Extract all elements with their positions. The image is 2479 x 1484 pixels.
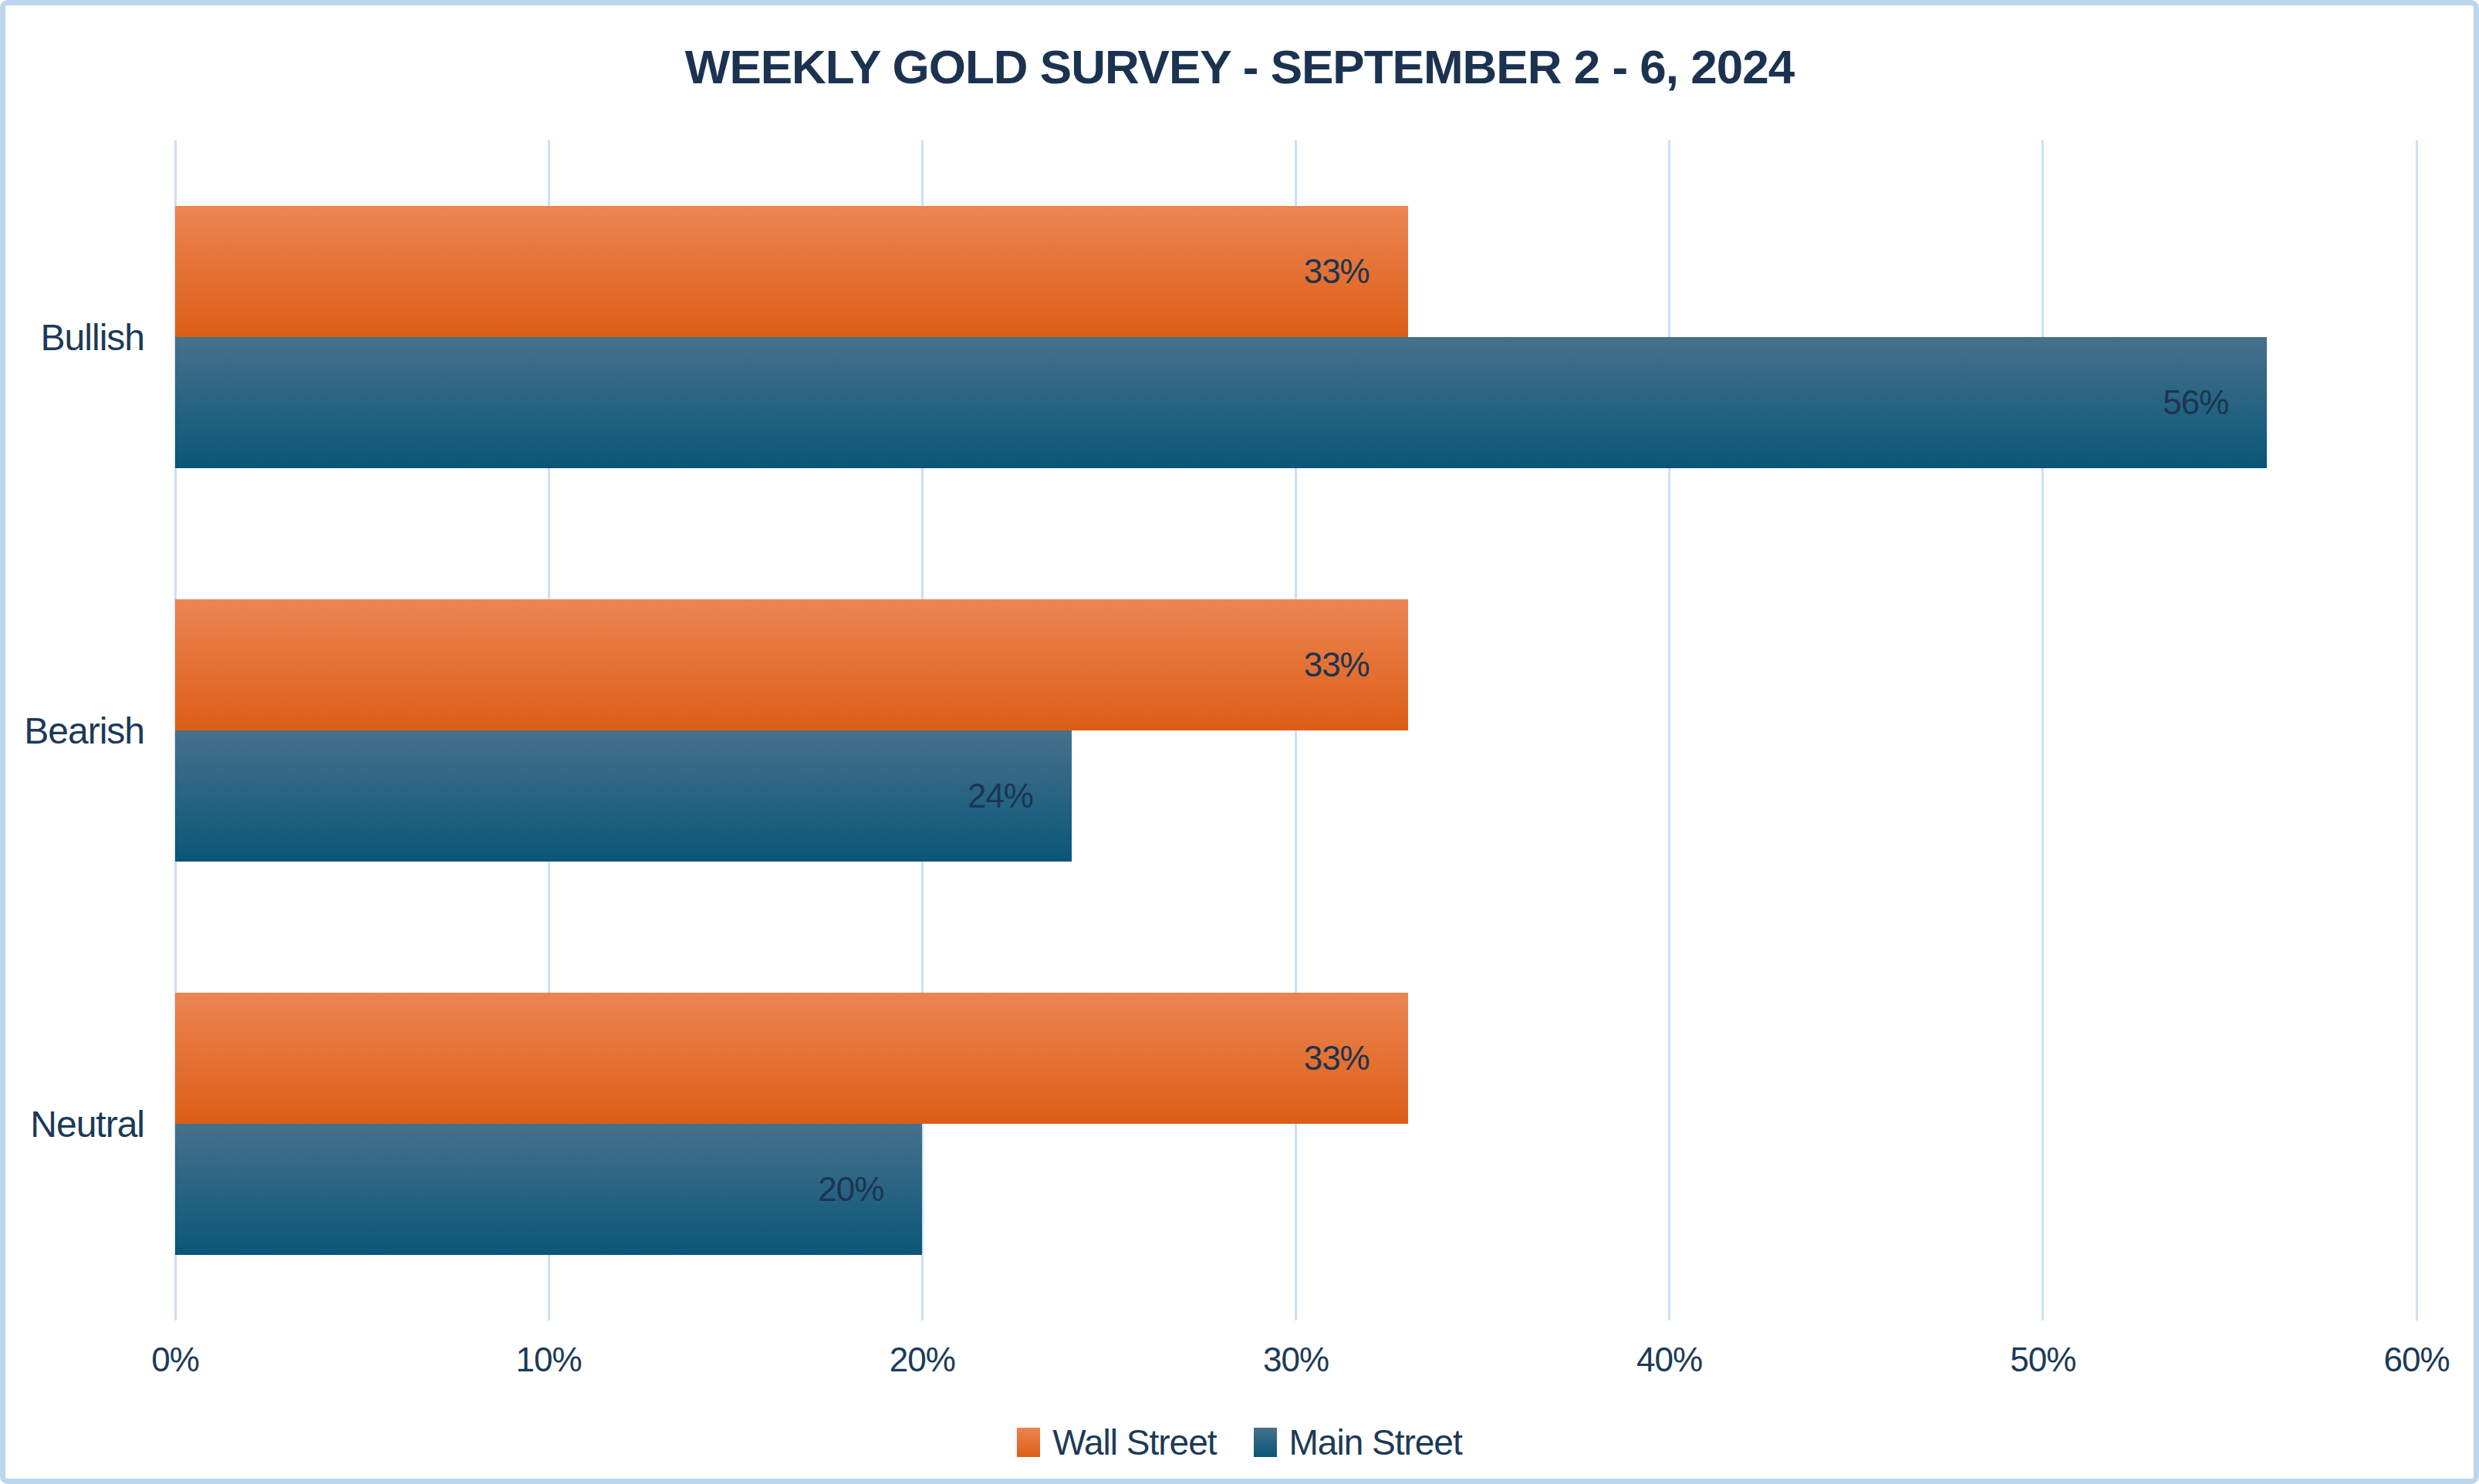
- bar-main-street-bearish: 24%: [175, 730, 1072, 862]
- x-tick-label: 30%: [1263, 1341, 1329, 1379]
- legend-swatch-icon: [1017, 1428, 1040, 1457]
- data-label-main-street-bearish: 24%: [968, 777, 1033, 815]
- legend-item-main-street: Main Street: [1254, 1422, 1462, 1463]
- x-tick-label: 0%: [151, 1341, 199, 1379]
- chart-title: WEEKLY GOLD SURVEY - SEPTEMBER 2 - 6, 20…: [5, 39, 2474, 94]
- category-axis: BullishBearishNeutral: [5, 140, 144, 1320]
- value-axis: 0%10%20%30%40%50%60%: [175, 1320, 2417, 1405]
- x-tick-label: 10%: [516, 1341, 582, 1379]
- category-label-bearish: Bearish: [5, 534, 144, 927]
- x-tick-label: 60%: [2383, 1341, 2449, 1379]
- category-label-bullish: Bullish: [5, 140, 144, 534]
- x-tick-label: 50%: [2010, 1341, 2075, 1379]
- plot-area: 33% 56% 33% 24% 33% 20%: [175, 140, 2417, 1320]
- x-tick-label: 40%: [1636, 1341, 1702, 1379]
- legend-item-wall-street: Wall Street: [1017, 1422, 1216, 1463]
- legend-swatch-icon: [1254, 1428, 1277, 1457]
- data-label-wall-street-neutral: 33%: [1304, 1039, 1370, 1078]
- category-band-bearish: 33% 24%: [175, 534, 2417, 927]
- bar-wall-street-bearish: 33%: [175, 599, 1408, 730]
- category-band-bullish: 33% 56%: [175, 140, 2417, 534]
- bar-main-street-bullish: 56%: [175, 337, 2267, 468]
- bar-wall-street-neutral: 33%: [175, 993, 1408, 1124]
- category-label-neutral: Neutral: [5, 927, 144, 1320]
- legend: Wall Street Main Street: [5, 1422, 2474, 1463]
- data-label-wall-street-bearish: 33%: [1304, 646, 1370, 684]
- x-tick-label: 20%: [890, 1341, 955, 1379]
- legend-label-wall-street: Wall Street: [1052, 1422, 1216, 1463]
- legend-label-main-street: Main Street: [1289, 1422, 1462, 1463]
- bar-wall-street-bullish: 33%: [175, 206, 1408, 337]
- data-label-main-street-neutral: 20%: [818, 1170, 883, 1209]
- chart-container: WEEKLY GOLD SURVEY - SEPTEMBER 2 - 6, 20…: [0, 0, 2479, 1484]
- data-label-main-street-bullish: 56%: [2163, 383, 2228, 422]
- bar-main-street-neutral: 20%: [175, 1124, 922, 1255]
- category-band-neutral: 33% 20%: [175, 927, 2417, 1320]
- data-label-wall-street-bullish: 33%: [1304, 252, 1370, 291]
